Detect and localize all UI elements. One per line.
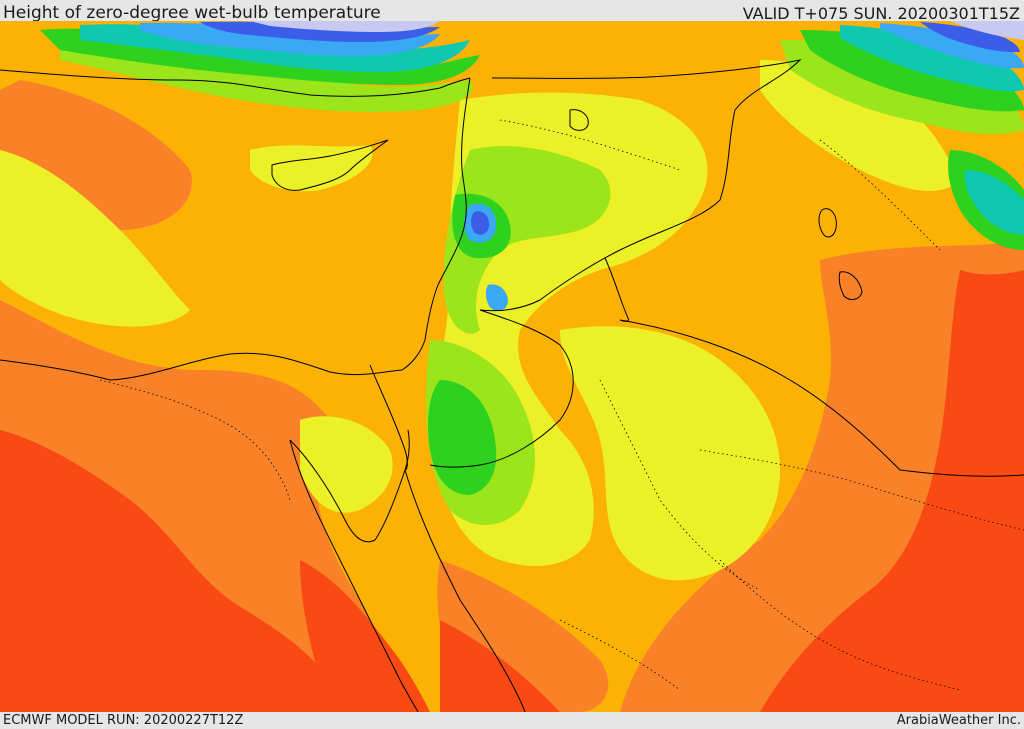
border-lines: [0, 59, 1024, 712]
field-veryhigh-southwest: [0, 430, 340, 712]
forecast-map-svg: [0, 21, 1024, 712]
brand-credit: ArabiaWeather Inc.: [896, 713, 1021, 728]
field-mid-sinai: [300, 416, 393, 513]
field-veryhigh-east: [760, 270, 1024, 712]
field-midlow-levant: [443, 146, 611, 334]
weather-map: [0, 21, 1024, 712]
coast-redsea-east: [404, 469, 526, 712]
field-lower-east: [964, 170, 1024, 235]
coast-cyprus: [271, 139, 389, 191]
field-mid-west: [0, 150, 190, 327]
border-jordan-saudi: [429, 309, 574, 468]
coast-qatar: [838, 271, 863, 300]
border-sinai-israel: [369, 364, 408, 471]
field-deep-lebanon: [471, 211, 490, 235]
field-mid-arabia: [560, 326, 780, 581]
coast-egypt-north: [0, 352, 403, 381]
field-lowest-golan: [485, 284, 508, 311]
field-deep-ne: [920, 22, 1020, 53]
field-snow-north: [250, 21, 440, 32]
coast-redsea-west: [289, 439, 419, 712]
field-snow-ne: [950, 21, 1024, 40]
field-veryhigh-south: [440, 620, 560, 712]
field-lowest-ne: [880, 23, 1024, 69]
coast-turkey-south: [0, 69, 471, 97]
coast-bahrain: [818, 208, 837, 238]
coast-lake: [569, 109, 589, 131]
border-iraq-saudi: [619, 319, 1024, 477]
field-low-jordan: [428, 380, 497, 495]
border-syria-iraq: [479, 59, 802, 312]
footer-bar: ECMWF MODEL RUN: 20200227T12Z ArabiaWeat…: [0, 712, 1024, 729]
model-run: ECMWF MODEL RUN: 20200227T12Z: [3, 713, 244, 728]
field-lower-ne: [840, 25, 1024, 92]
field-mid-cyprus: [250, 145, 373, 192]
field-lowest-north: [140, 22, 440, 56]
province-lines: [99, 119, 1024, 691]
border-jordan-iraq: [604, 257, 629, 322]
field-low-ne: [800, 30, 1024, 112]
valid-time: VALID T+075 SUN. 20200301T15Z: [742, 4, 1020, 23]
map-title: Height of zero-degree wet-bulb temperatu…: [3, 3, 381, 23]
coast-sinai-gulf: [289, 429, 410, 543]
coast-levant: [401, 77, 471, 371]
field-mid-north: [760, 60, 960, 191]
header-bar: Height of zero-degree wet-bulb temperatu…: [0, 0, 1024, 23]
